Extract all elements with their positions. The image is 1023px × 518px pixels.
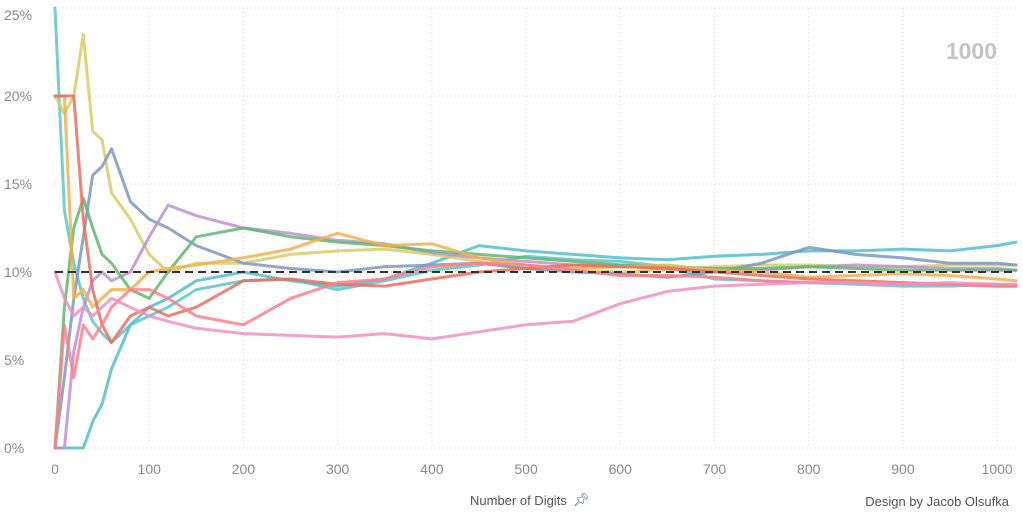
y-tick-label: 15% xyxy=(4,176,32,192)
digit-counter: 1000 xyxy=(945,38,997,64)
y-tick-label: 5% xyxy=(4,352,24,368)
x-tick-label: 900 xyxy=(891,461,915,477)
series-lines xyxy=(53,6,1018,450)
design-credit: Design by Jacob Olsufka xyxy=(865,494,1009,509)
series-line-7 xyxy=(53,94,1018,309)
x-axis-label: Number of Digits xyxy=(470,492,567,508)
y-tick-label: 10% xyxy=(4,264,32,280)
x-tick-label: 1000 xyxy=(982,461,1013,477)
series-line-10 xyxy=(53,270,1018,341)
series-line-8 xyxy=(53,94,1018,344)
x-tick-label: 300 xyxy=(326,461,350,477)
y-tick-label: 20% xyxy=(4,88,32,104)
x-tick-label: 100 xyxy=(138,461,162,477)
y-tick-label: 0% xyxy=(4,440,24,456)
y-axis-tick-labels: 0% 5% 10% 15% 20% 25% xyxy=(4,7,32,456)
series-line-5 xyxy=(53,203,1018,450)
x-tick-label: 200 xyxy=(232,461,256,477)
y-tick-label: 25% xyxy=(4,7,32,23)
gridlines xyxy=(55,7,1016,449)
x-axis-title: Number of Digits 📌︎ xyxy=(470,492,589,508)
series-line-9 xyxy=(53,261,1018,450)
x-tick-label: 0 xyxy=(51,461,59,477)
x-tick-label: 500 xyxy=(514,461,538,477)
x-tick-label: 600 xyxy=(609,461,633,477)
series-line-4 xyxy=(53,147,1018,450)
series-line-1 xyxy=(53,6,1018,344)
x-tick-label: 800 xyxy=(797,461,821,477)
x-tick-label: 400 xyxy=(420,461,444,477)
pin-icon[interactable]: 📌︎ xyxy=(572,492,590,507)
x-tick-label: 700 xyxy=(703,461,727,477)
x-axis-tick-labels: 0 100 200 300 400 500 600 700 800 900 1000 xyxy=(51,461,1013,477)
